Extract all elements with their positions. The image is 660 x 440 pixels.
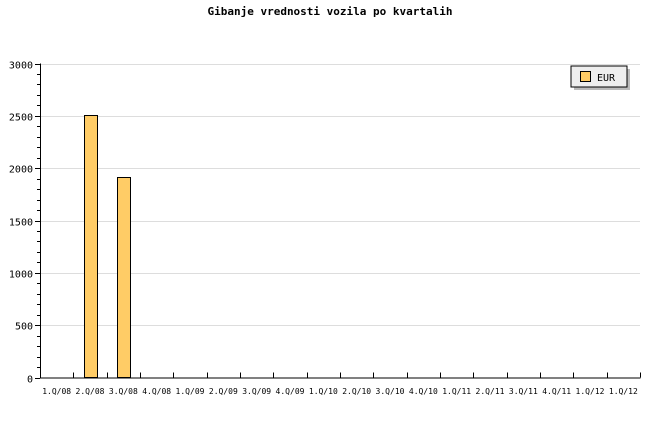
y-tick-label: 3000 bbox=[9, 61, 33, 72]
x-tick-label: 3.Q/11 bbox=[509, 387, 538, 396]
x-tick-label: 1.Q/08 bbox=[42, 387, 71, 396]
x-tick-label: 2.Q/10 bbox=[342, 387, 371, 396]
x-tick-label: 1.Q/11 bbox=[442, 387, 471, 396]
x-tick-label: 4.Q/11 bbox=[542, 387, 571, 396]
bar-2.Q/08 bbox=[84, 115, 98, 378]
legend: EUR bbox=[570, 65, 630, 90]
y-tick-label: 2000 bbox=[9, 165, 33, 176]
y-tick-label: 1500 bbox=[9, 218, 33, 229]
chart-title: Gibanje vrednosti vozila po kvartalih bbox=[207, 5, 452, 18]
x-tick-label: 1.Q/10 bbox=[309, 387, 338, 396]
x-tick-label: 2.Q/08 bbox=[76, 387, 105, 396]
x-tick-label: 4.Q/08 bbox=[142, 387, 171, 396]
x-tick-label: 1.Q/09 bbox=[176, 387, 205, 396]
y-tick-label: 500 bbox=[15, 322, 33, 333]
legend-swatch-eur bbox=[580, 71, 591, 82]
y-tick-label: 2500 bbox=[9, 113, 33, 124]
x-tick-label: 4.Q/09 bbox=[276, 387, 305, 396]
x-tick-label: 3.Q/10 bbox=[376, 387, 405, 396]
bar-3.Q/08 bbox=[117, 177, 131, 378]
x-tick-label: 1.Q/12 bbox=[609, 387, 638, 396]
y-tick-label: 0 bbox=[27, 375, 33, 386]
x-tick-label: 3.Q/09 bbox=[242, 387, 271, 396]
y-tick-label: 1000 bbox=[9, 270, 33, 281]
x-tick-label: 1.Q/12 bbox=[576, 387, 605, 396]
x-tick-label: 3.Q/08 bbox=[109, 387, 138, 396]
x-tick-label: 2.Q/11 bbox=[476, 387, 505, 396]
x-tick-label: 2.Q/09 bbox=[209, 387, 238, 396]
x-tick-label: 4.Q/10 bbox=[409, 387, 438, 396]
legend-label-eur: EUR bbox=[597, 73, 616, 84]
